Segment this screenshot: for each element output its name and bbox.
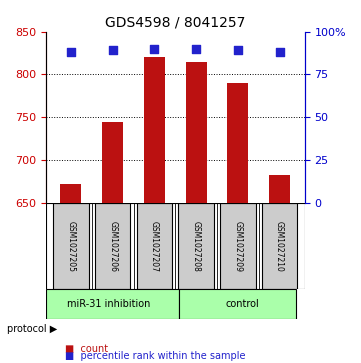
Text: ■  percentile rank within the sample: ■ percentile rank within the sample (65, 351, 245, 361)
Text: GSM1027205: GSM1027205 (66, 221, 75, 272)
Bar (102, 122, 123, 203)
Point (193, 46, 199, 52)
Text: control: control (225, 299, 259, 309)
Bar (269, 175, 290, 203)
Text: GSM1027207: GSM1027207 (150, 221, 159, 272)
Text: miR-31 inhibition: miR-31 inhibition (67, 299, 150, 309)
Point (235, 48, 241, 53)
Title: GDS4598 / 8041257: GDS4598 / 8041257 (105, 15, 245, 29)
FancyBboxPatch shape (46, 289, 179, 319)
Point (277, 49, 283, 55)
Point (152, 46, 157, 52)
Text: protocol ▶: protocol ▶ (7, 323, 57, 334)
Point (68, 49, 74, 55)
FancyBboxPatch shape (220, 203, 256, 289)
Text: ■  count: ■ count (65, 344, 108, 354)
Text: GSM1027209: GSM1027209 (233, 221, 242, 272)
Point (110, 48, 116, 53)
FancyBboxPatch shape (136, 203, 172, 289)
FancyBboxPatch shape (179, 289, 296, 319)
FancyBboxPatch shape (53, 203, 89, 289)
Bar (144, 57, 165, 203)
Bar (186, 62, 206, 203)
Text: GSM1027208: GSM1027208 (192, 221, 201, 272)
Bar (60, 184, 81, 203)
Bar (227, 83, 248, 203)
FancyBboxPatch shape (95, 203, 130, 289)
FancyBboxPatch shape (178, 203, 214, 289)
Text: GSM1027210: GSM1027210 (275, 221, 284, 272)
Text: GSM1027206: GSM1027206 (108, 221, 117, 272)
FancyBboxPatch shape (262, 203, 297, 289)
